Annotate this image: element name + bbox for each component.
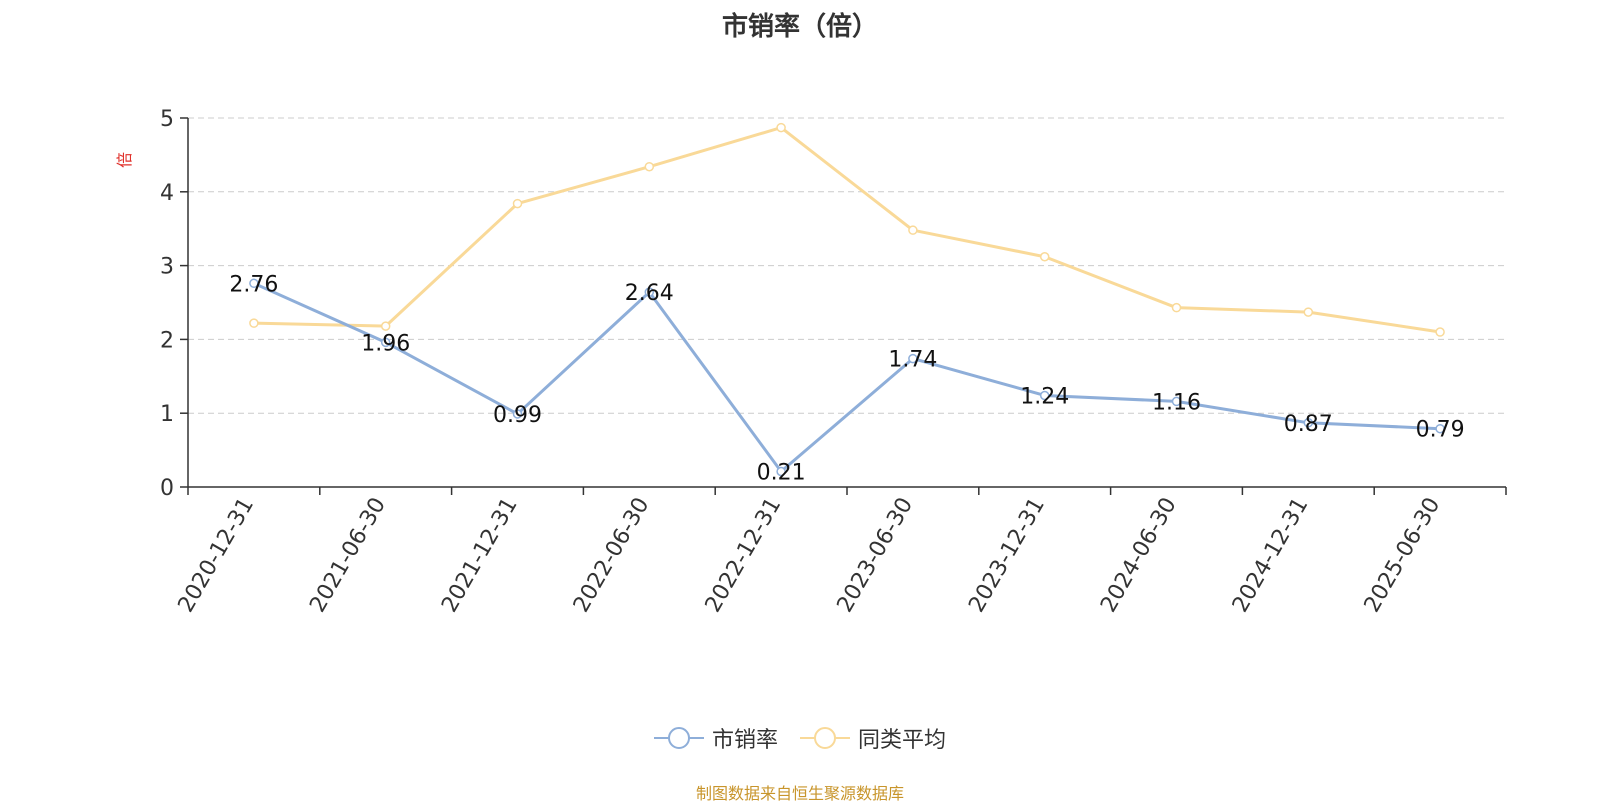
legend-item-series-1[interactable]: 市销率	[653, 722, 778, 754]
x-tick-label: 2024-06-30	[1096, 494, 1182, 617]
series-line-2	[253, 126, 1441, 334]
series-2-point[interactable]	[1303, 307, 1314, 317]
series-1-point[interactable]	[1435, 423, 1445, 434]
legend-item-series-2[interactable]: 同类平均	[800, 722, 946, 754]
data-labels: 2.76 1.96 0.99 2.64 0.21 1.74 1.24 1.16 0.87 0.79	[229, 272, 1464, 485]
data-label: 0.99	[493, 403, 542, 428]
y-tick-label: 1	[160, 402, 174, 427]
axes: 0 1 2 3 4 5 2020-12-31 2021-06-30 2021-12-31 2022…	[160, 107, 1507, 617]
series-line-1	[253, 281, 1441, 474]
series-1-point[interactable]	[644, 287, 655, 297]
series-1-point[interactable]	[1303, 418, 1314, 428]
y-tick-label: 4	[160, 181, 174, 206]
x-tick-label: 2023-12-31	[964, 494, 1050, 617]
y-tick-label: 5	[160, 107, 174, 132]
x-tick-label: 2022-06-30	[569, 494, 655, 617]
series-1-point[interactable]	[249, 278, 259, 289]
data-label: 1.74	[888, 348, 937, 373]
series-2-point[interactable]	[776, 122, 786, 133]
data-label: 1.16	[1152, 390, 1201, 415]
grid-lines	[188, 117, 1506, 414]
source-note: 制图数据来自恒生聚源数据库	[695, 784, 904, 803]
x-tick-label: 2025-06-30	[1360, 494, 1446, 617]
y-tick-label: 0	[160, 476, 174, 501]
data-label: 0.87	[1284, 412, 1333, 437]
x-tick-label: 2022-12-31	[701, 494, 787, 617]
legend-label-series-1: 市销率	[711, 728, 778, 753]
data-label: 1.96	[361, 331, 410, 356]
legend: 市销率 同类平均	[0, 722, 1600, 754]
chart-title: 市销率（倍）	[721, 12, 878, 42]
data-label: 0.21	[757, 461, 806, 486]
series-2-point[interactable]	[249, 318, 259, 328]
x-tick-label: 2020-12-31	[174, 494, 260, 617]
series-2-point[interactable]	[644, 161, 655, 172]
data-label: 2.64	[625, 281, 674, 306]
x-tick-label: 2024-12-31	[1228, 494, 1314, 617]
legend-marker-series-1-icon	[653, 727, 704, 749]
series-1-point[interactable]	[776, 466, 786, 477]
series-1-point[interactable]	[1039, 390, 1050, 401]
data-label: 2.76	[229, 272, 278, 297]
series-1-point[interactable]	[380, 337, 391, 348]
series-1-point[interactable]	[1171, 396, 1182, 407]
legend-marker-series-2-icon	[800, 727, 850, 749]
x-tick-label: 2023-06-30	[833, 494, 919, 617]
y-tick-label: 2	[160, 328, 174, 353]
series-2-point[interactable]	[1435, 327, 1445, 337]
series	[249, 122, 1445, 477]
series-1-point[interactable]	[512, 409, 523, 419]
series-2-point[interactable]	[1039, 251, 1050, 262]
x-tick-label: 2021-12-31	[437, 494, 523, 617]
data-label: 1.24	[1020, 384, 1069, 409]
series-2-point[interactable]	[908, 225, 918, 235]
series-2-point[interactable]	[512, 198, 523, 209]
y-axis-label: 倍	[115, 152, 134, 168]
series-1-point[interactable]	[908, 353, 918, 364]
legend-label-series-2: 同类平均	[858, 728, 947, 753]
series-2-point[interactable]	[380, 321, 391, 331]
y-tick-label: 3	[160, 255, 174, 280]
series-2-point[interactable]	[1171, 302, 1182, 313]
x-tick-label: 2021-06-30	[305, 494, 391, 617]
data-label: 0.79	[1416, 418, 1465, 443]
